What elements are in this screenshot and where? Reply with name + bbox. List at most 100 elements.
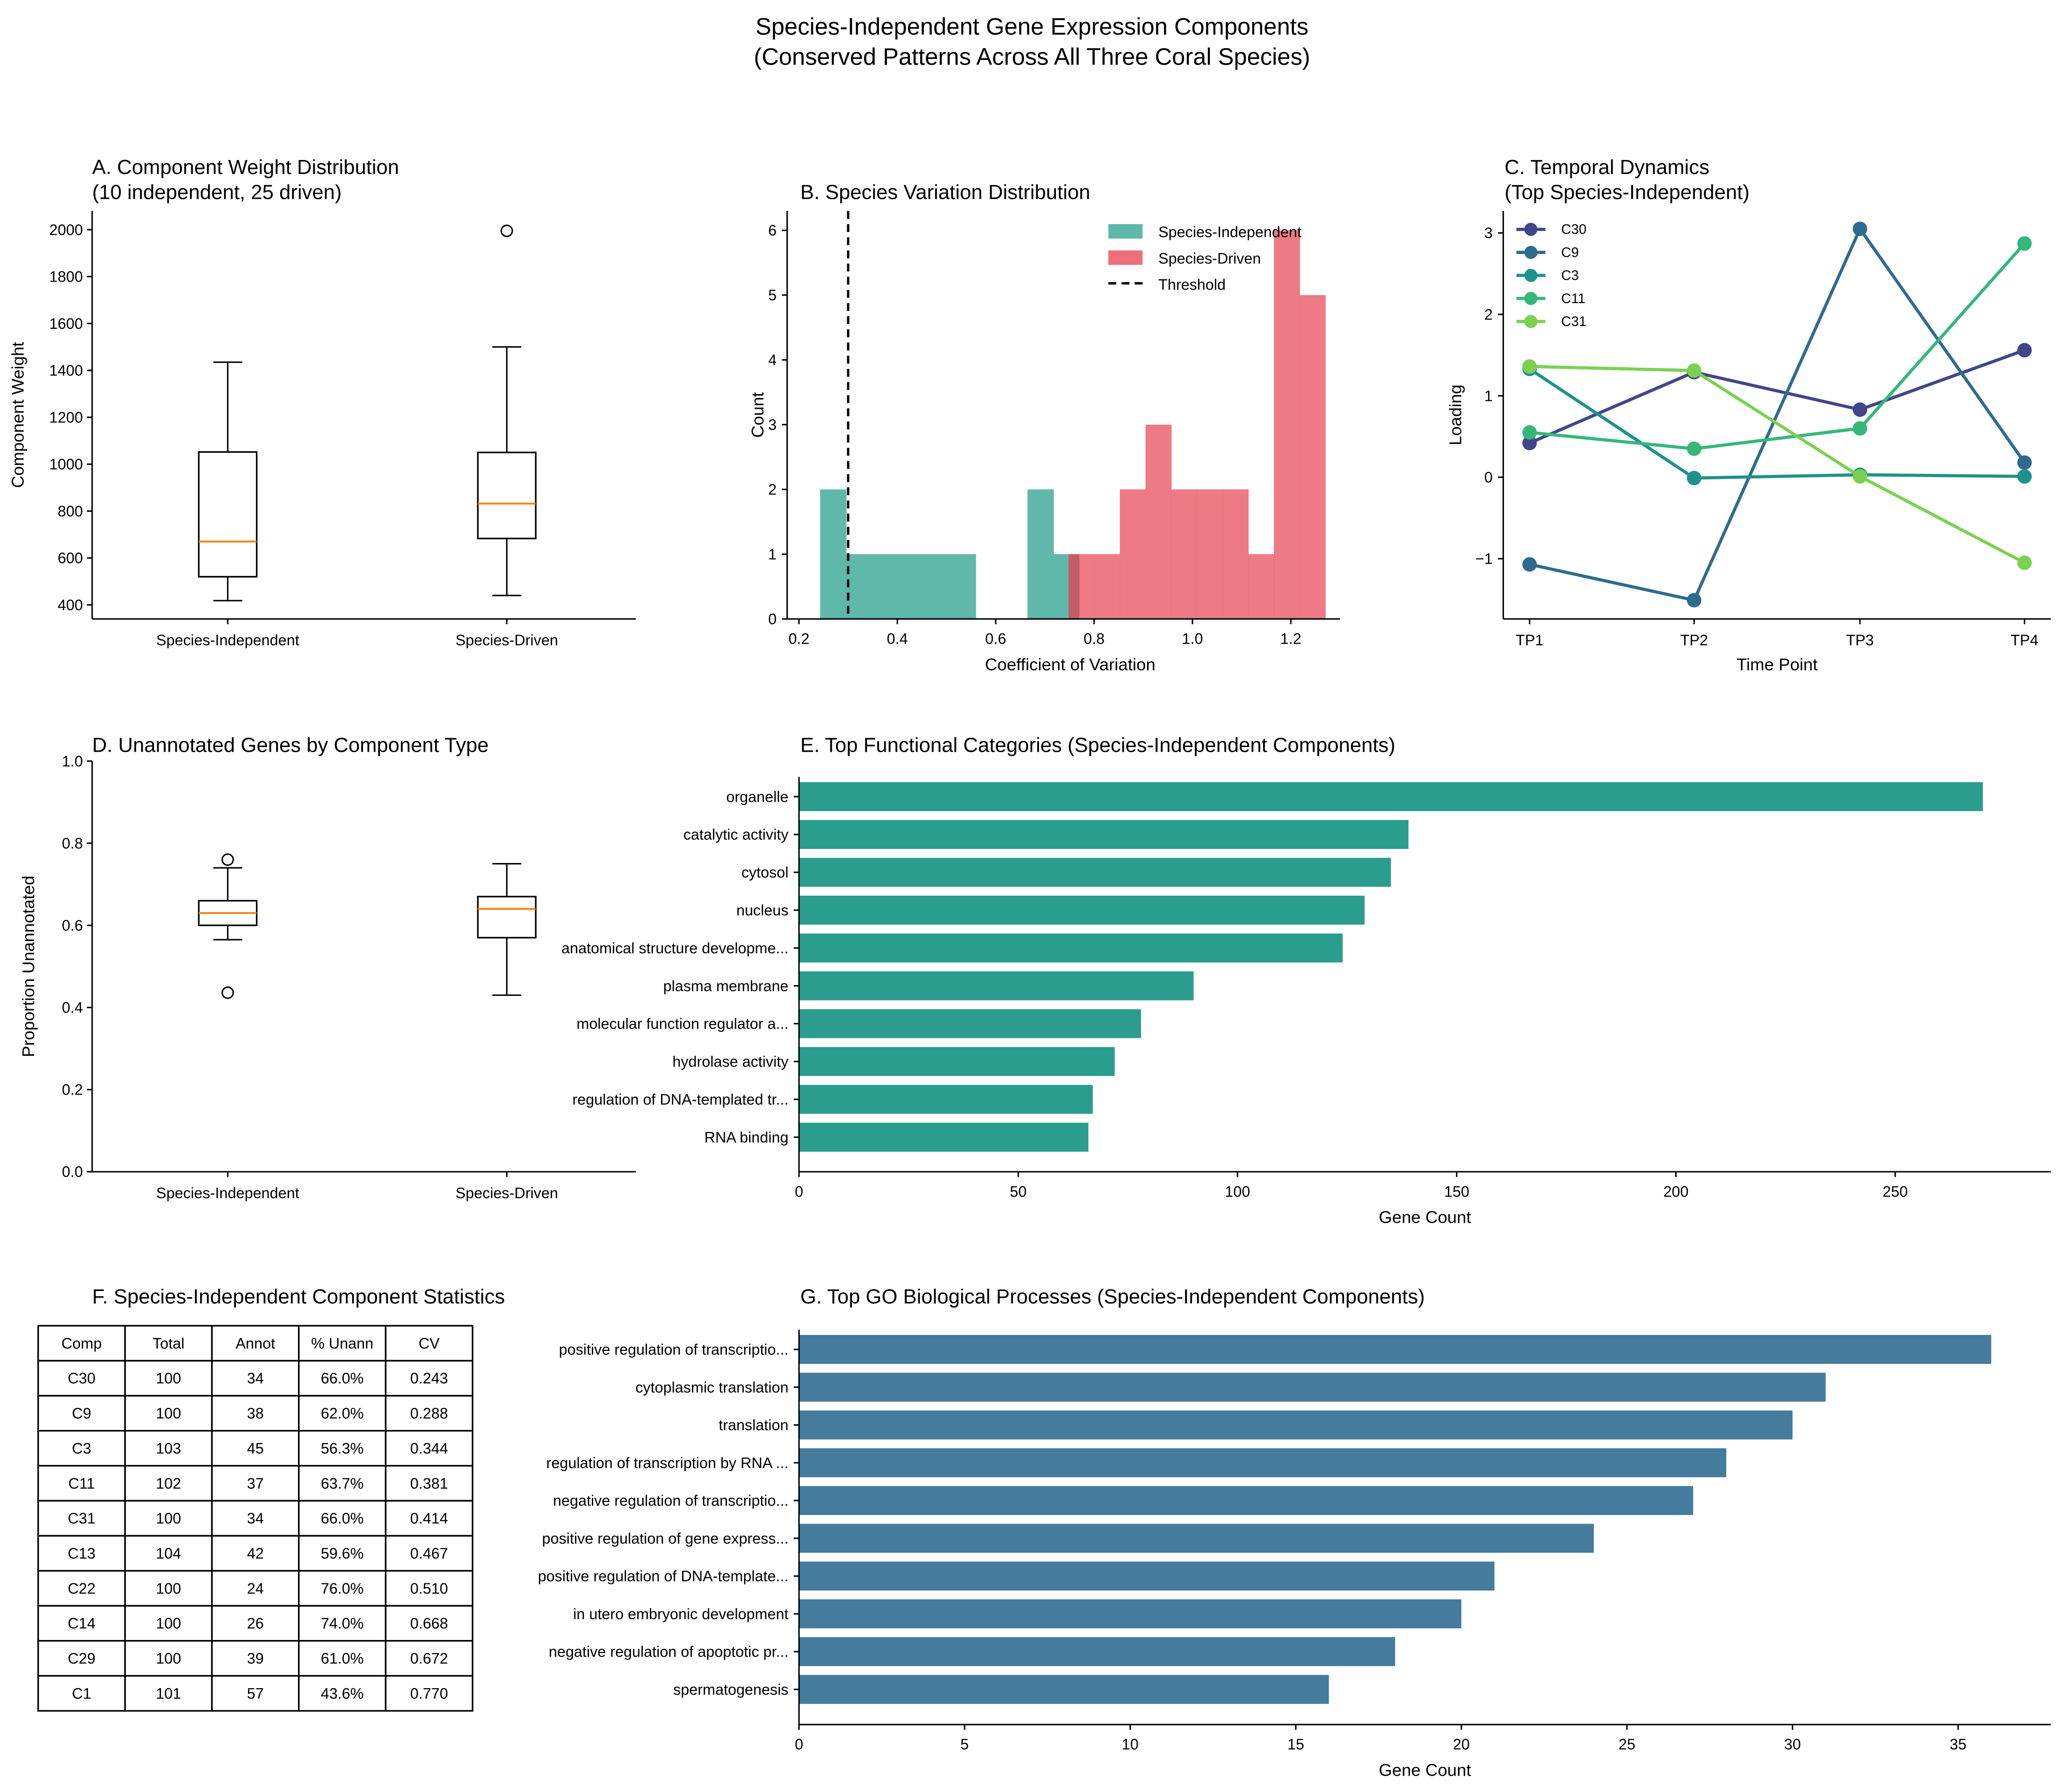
histogram-overlap [1068, 554, 1080, 619]
bar [799, 1009, 1141, 1038]
y-tick-label: 600 [58, 550, 83, 566]
table-cell [211, 1675, 300, 1712]
table-header-text: Total [153, 1335, 184, 1352]
table-cell-text: 57 [247, 1685, 264, 1702]
series-C9: C9 [1516, 221, 2032, 608]
panel-D: D. Unannotated Genes by Component Type 0.… [19, 734, 636, 1201]
category-label: cytoplasmic translation [635, 1379, 788, 1396]
table-cell [124, 1570, 213, 1607]
table-cell-text: 37 [247, 1475, 264, 1492]
data-point [1686, 593, 1701, 608]
category-label: in utero embryonic development [573, 1605, 788, 1622]
table-cell-text: C22 [68, 1580, 95, 1597]
table-cell-text: C30 [68, 1370, 95, 1387]
table-cell [211, 1570, 300, 1607]
y-tick-label: 2000 [49, 221, 83, 238]
y-axis-label: Loading [1446, 385, 1465, 445]
table-cell-text: 100 [156, 1650, 181, 1667]
legend-label: C11 [1561, 291, 1585, 306]
x-tick-label: 10 [1122, 1736, 1139, 1753]
category-label: positive regulation of gene express... [542, 1530, 789, 1547]
histogram-bar [1094, 554, 1120, 619]
x-tick-label: TP4 [2011, 631, 2038, 648]
series-C11: C11 [1516, 236, 2032, 456]
table-cell-text: 0.381 [410, 1475, 448, 1492]
panel-title: A. Component Weight Distribution [92, 156, 399, 179]
y-tick-label: 1800 [49, 268, 83, 285]
data-point [1522, 425, 1537, 440]
data-point [1522, 359, 1537, 374]
bar [799, 1599, 1461, 1629]
y-tick-label: 0 [1484, 469, 1493, 486]
data-point [1853, 421, 1868, 436]
x-tick-label: 200 [1664, 1183, 1689, 1200]
category-label: molecular function regulator a... [576, 1016, 788, 1032]
category-label: hydrolase activity [672, 1053, 789, 1070]
y-tick-label: 0.8 [62, 835, 83, 852]
category-label: nucleus [736, 902, 788, 919]
x-tick-label: 0.6 [985, 631, 1006, 647]
y-tick-label: 1 [1484, 387, 1493, 404]
table-header-cell [37, 1325, 126, 1362]
histogram-bar [1119, 489, 1146, 619]
x-tick-label: 50 [1010, 1183, 1027, 1200]
y-tick-label: 0.6 [62, 917, 83, 934]
bar [799, 1637, 1395, 1666]
histogram-bar [1027, 489, 1054, 619]
x-tick-label: 1.2 [1280, 631, 1301, 647]
table-cell [37, 1675, 126, 1712]
histogram-bar [950, 554, 976, 619]
y-tick-label: 1600 [49, 315, 83, 332]
legend-label: C31 [1561, 314, 1586, 329]
stats-table: Comp Total Annot % Unann CV C30 100 34 66.0% 0.24… [37, 1325, 473, 1712]
histogram-bar [1197, 489, 1223, 619]
x-tick-label: 35 [1950, 1736, 1967, 1753]
y-tick-label: 0.4 [62, 999, 83, 1016]
table-cell-text: 43.6% [321, 1685, 364, 1702]
data-point [1853, 402, 1868, 417]
data-point [1522, 557, 1537, 572]
histogram-bar [1299, 295, 1326, 619]
table-cell-text: 101 [156, 1685, 181, 1702]
histogram-bar [872, 554, 899, 619]
panel-title: (Top Species-Independent) [1504, 181, 1750, 204]
table-cell-text: 0.243 [410, 1370, 448, 1387]
table-header-text: % Unann [311, 1335, 373, 1352]
data-point [1853, 221, 1868, 236]
x-axis-label: Gene Count [1379, 1208, 1471, 1227]
bar [799, 1448, 1727, 1478]
table-header-cell [211, 1325, 300, 1362]
table-cell [37, 1395, 126, 1432]
x-tick-label: 20 [1453, 1736, 1470, 1753]
x-tick-label: 0 [795, 1183, 803, 1200]
y-tick-label: 800 [58, 503, 83, 520]
legend-label: Species-Independent [1158, 224, 1301, 240]
histogram-bar [820, 489, 847, 619]
y-tick-label: 0.0 [62, 1163, 83, 1180]
table-cell [385, 1605, 473, 1642]
box-iqr [198, 451, 258, 578]
bar [799, 971, 1194, 1001]
table-cell [385, 1675, 473, 1712]
table-header-text: Annot [236, 1335, 276, 1352]
y-tick-label: 1200 [49, 409, 83, 426]
x-tick-label: 0.2 [788, 631, 809, 647]
table-cell-text: C29 [68, 1650, 95, 1667]
table-cell [37, 1465, 126, 1502]
x-tick-label: 15 [1287, 1736, 1304, 1753]
data-point [2017, 343, 2032, 358]
table-cell [385, 1465, 473, 1502]
table-cell [298, 1500, 387, 1537]
category-label: catalytic activity [683, 826, 789, 843]
table-cell [385, 1500, 473, 1537]
table-cell [124, 1500, 213, 1537]
table-cell-text: 38 [247, 1405, 264, 1422]
table-cell [124, 1675, 213, 1712]
category-label: organelle [726, 788, 788, 805]
bar [799, 820, 1409, 849]
table-cell-text: 39 [247, 1650, 264, 1667]
panel-title: G. Top GO Biological Processes (Species-… [800, 1285, 1425, 1308]
data-point [1686, 363, 1701, 378]
table-cell-text: 103 [156, 1440, 181, 1457]
data-point [1686, 441, 1701, 456]
